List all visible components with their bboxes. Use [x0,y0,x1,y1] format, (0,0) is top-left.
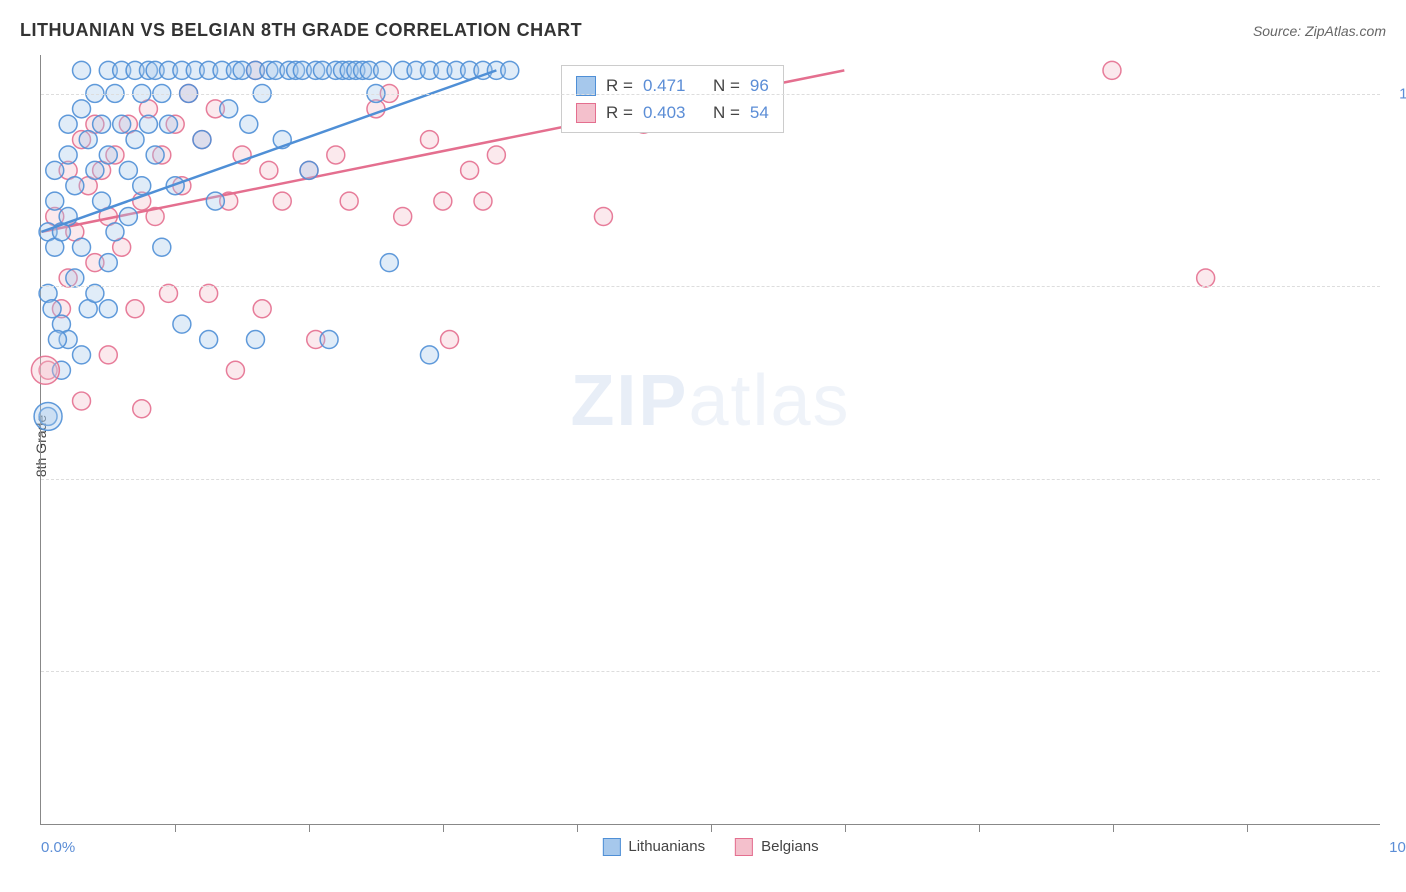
y-tick-label: 100.0% [1399,85,1406,102]
x-tick [309,824,310,832]
watermark-bold: ZIP [570,361,688,441]
chart-title: LITHUANIAN VS BELGIAN 8TH GRADE CORRELAT… [20,20,582,41]
info-row-lithuanians: R = 0.471 N = 96 [576,72,769,99]
legend-bottom: Lithuanians Belgians [602,838,818,856]
title-row: LITHUANIAN VS BELGIAN 8TH GRADE CORRELAT… [20,20,1386,41]
n-value-belgians: 54 [750,99,769,126]
x-tick [577,824,578,832]
legend-swatch-lithuanians-icon [602,838,620,856]
gridline [41,671,1380,672]
gridline [41,479,1380,480]
x-tick [845,824,846,832]
x-tick [175,824,176,832]
x-tick [1113,824,1114,832]
swatch-belgians-icon [576,103,596,123]
legend-label-lithuanians: Lithuanians [628,838,705,855]
gridline [41,286,1380,287]
legend-item-lithuanians: Lithuanians [602,838,705,856]
x-tick [1247,824,1248,832]
plot-area: ZIPatlas R = 0.471 N = 96 R = 0.403 N = … [40,55,1380,825]
x-tick [979,824,980,832]
correlation-info-box: R = 0.471 N = 96 R = 0.403 N = 54 [561,65,784,133]
legend-item-belgians: Belgians [735,838,819,856]
n-label: N = [713,99,740,126]
r-value-belgians: 0.403 [643,99,703,126]
watermark-light: atlas [688,361,850,441]
source-label: Source: ZipAtlas.com [1253,23,1386,39]
n-value-lithuanians: 96 [750,72,769,99]
legend-swatch-belgians-icon [735,838,753,856]
legend-label-belgians: Belgians [761,838,819,855]
info-row-belgians: R = 0.403 N = 54 [576,99,769,126]
r-label: R = [606,99,633,126]
chart-container: LITHUANIAN VS BELGIAN 8TH GRADE CORRELAT… [0,0,1406,892]
x-tick [443,824,444,832]
n-label: N = [713,72,740,99]
gridline [41,94,1380,95]
watermark: ZIPatlas [570,360,850,442]
svg-layer [41,55,1380,824]
x-min-label: 0.0% [41,839,75,856]
r-value-lithuanians: 0.471 [643,72,703,99]
r-label: R = [606,72,633,99]
x-max-label: 100.0% [1389,839,1406,856]
x-tick [711,824,712,832]
